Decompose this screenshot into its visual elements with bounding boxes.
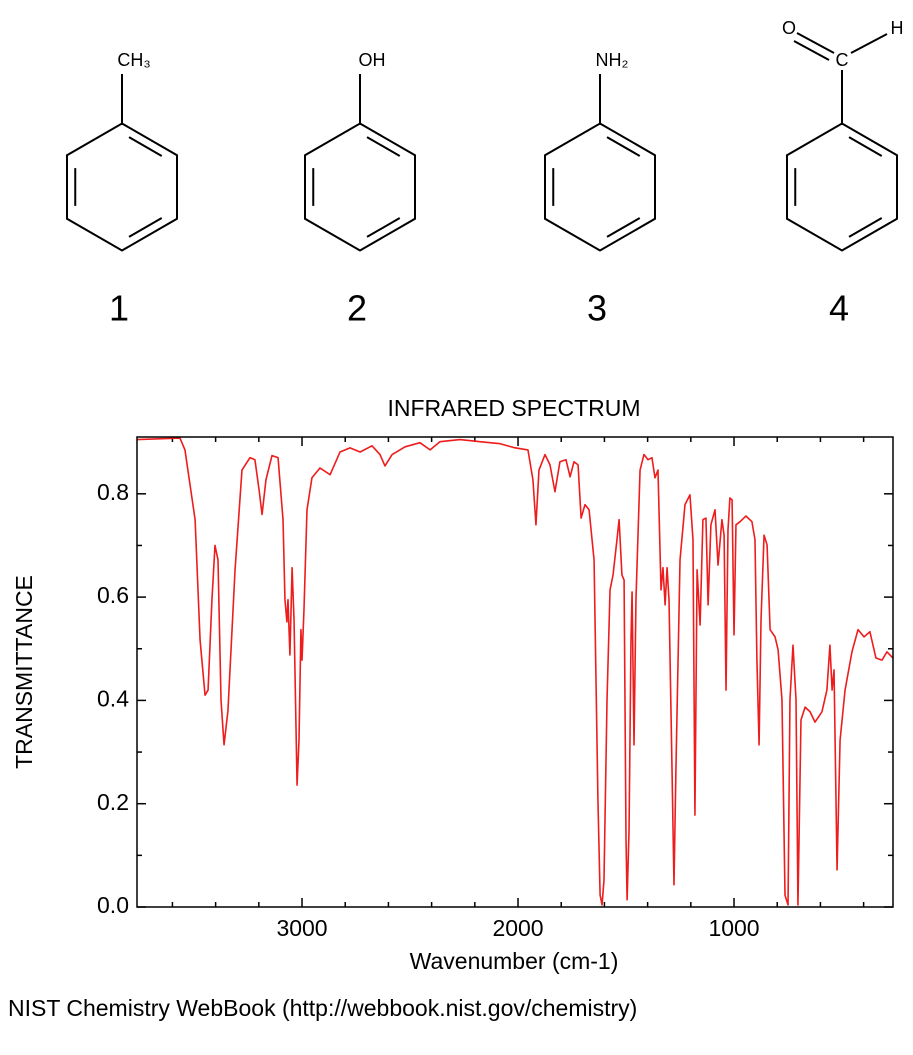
y-tick-label: 0.8 xyxy=(97,479,129,505)
spectrum-line xyxy=(136,437,894,906)
plot-frame xyxy=(136,436,894,908)
double-bond xyxy=(848,136,883,157)
double-bond xyxy=(128,217,163,238)
molecule-number: 4 xyxy=(829,288,849,329)
atom-label: H xyxy=(891,18,904,38)
bond xyxy=(850,33,888,54)
x-tick-label: 1000 xyxy=(708,915,759,941)
x-tick-label: 3000 xyxy=(276,915,327,941)
atom-label: C xyxy=(836,50,849,70)
footer: NIST Chemistry WebBook (http://webbook.n… xyxy=(8,995,637,1021)
molecules: CH₃ 1 OH 2 NH₂ 3 O C H 4 xyxy=(66,18,904,329)
benzene-ring xyxy=(544,122,656,252)
double-bond xyxy=(848,217,883,238)
y-tick-label: 0.4 xyxy=(97,685,129,711)
benzene-ring xyxy=(304,122,416,252)
double-bond xyxy=(606,136,641,157)
double-bond xyxy=(128,136,163,157)
substituent-label: NH₂ xyxy=(596,50,629,70)
x-axis-label: Wavenumber (cm-1) xyxy=(410,948,619,974)
molecule-number: 2 xyxy=(347,288,367,329)
y-tick-label: 0.0 xyxy=(97,892,129,918)
double-bond xyxy=(366,136,401,157)
plot: 0.0 0.2 0.4 0.6 0.8 3000 2000 1000 xyxy=(97,436,894,941)
benzene-ring xyxy=(786,122,898,252)
substituent-label: CH₃ xyxy=(117,50,150,70)
y-axis-label: TRANSMITTANCE xyxy=(11,575,37,769)
benzene-ring xyxy=(66,122,178,252)
double-bond xyxy=(606,217,641,238)
y-tick-label: 0.2 xyxy=(97,789,129,815)
y-tick-label: 0.6 xyxy=(97,582,129,608)
substituent-label: OH xyxy=(359,50,386,70)
x-tick-label: 2000 xyxy=(492,915,543,941)
chart-title: INFRARED SPECTRUM xyxy=(387,395,640,421)
molecule-number: 3 xyxy=(587,288,607,329)
double-bond xyxy=(366,217,401,238)
bond xyxy=(796,32,835,54)
molecule-number: 1 xyxy=(109,288,129,329)
atom-label: O xyxy=(782,18,796,38)
bond xyxy=(793,40,830,61)
